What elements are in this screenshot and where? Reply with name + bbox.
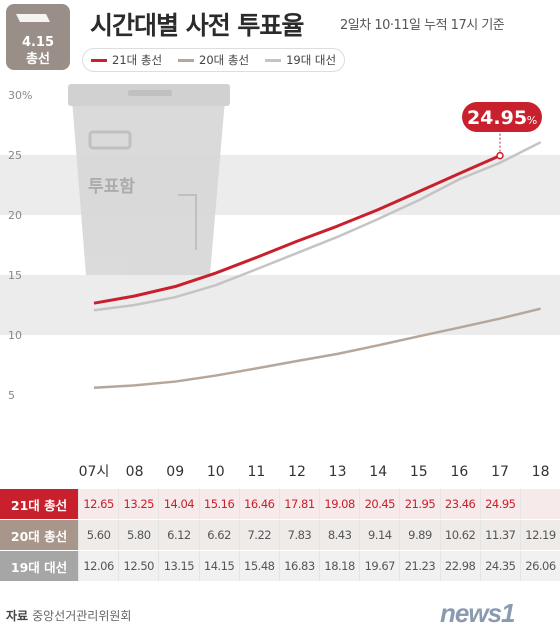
data-table: 21대 총선 12.65 13.25 14.04 15.16 16.46 17.81 19.…	[0, 489, 560, 582]
legend-swatch-20	[178, 58, 195, 62]
legend-swatch-21	[91, 58, 107, 62]
series-line-1	[93, 307, 541, 390]
table-cell: 19.67	[359, 551, 399, 581]
table-cell: 13.15	[158, 551, 198, 581]
table-cell: 11.37	[479, 520, 520, 550]
y-tick-label: 5	[8, 389, 15, 402]
table-cell: 19.08	[319, 489, 359, 519]
row-cells-21: 12.65 13.25 14.04 15.16 16.46 17.81 19.08 20.45…	[78, 489, 560, 519]
x-tick-label: 09	[166, 464, 184, 480]
table-cell: 9.14	[359, 520, 399, 550]
annotation-value: 24.95	[467, 107, 527, 129]
chart-legend: 21대 총선 20대 총선 19대 대선	[82, 48, 346, 72]
table-cell: 6.12	[158, 520, 198, 550]
data-point	[496, 151, 504, 160]
table-cell: 23.46	[439, 489, 480, 519]
table-cell: 12.19	[519, 520, 560, 550]
x-tick-label: 15	[410, 464, 428, 480]
x-tick-label: 08	[126, 464, 144, 480]
table-cell: 22.98	[439, 551, 480, 581]
table-cell: 12.06	[78, 551, 118, 581]
election-badge: 4.15 총선	[6, 4, 70, 70]
row-header-19: 19대 대선	[0, 551, 78, 581]
legend-item-19: 19대 대선	[265, 52, 336, 68]
series-line-2	[93, 141, 542, 312]
badge-line2: 총선	[26, 51, 50, 67]
legend-swatch-19	[265, 58, 282, 62]
row-cells-19: 12.06 12.50 13.15 14.15 15.48 16.83 18.18 19.67…	[78, 551, 560, 581]
line-chart: 투표함 5 10 15 20 25 30% 07시 08 09 10 11 12 13 14 15 16 17…	[0, 84, 560, 480]
x-tick-label: 10	[207, 464, 225, 480]
y-tick-label: 20	[8, 209, 22, 222]
table-cell: 6.62	[198, 520, 239, 550]
legend-label-21: 21대 총선	[112, 53, 163, 67]
table-cell: 12.50	[118, 551, 158, 581]
row-cells-20: 5.60 5.80 6.12 6.62 7.22 7.83 8.43 9.14 9.89 10.6…	[78, 520, 560, 550]
table-cell: 7.83	[278, 520, 319, 550]
x-tick-label: 17	[491, 464, 509, 480]
table-cell: 12.65	[78, 489, 118, 519]
row-header-21: 21대 총선	[0, 489, 78, 519]
legend-label-19: 19대 대선	[286, 53, 337, 67]
page-subtitle: 2일차 10·11일 누적 17시 기준	[340, 18, 505, 33]
table-cell: 5.80	[118, 520, 158, 550]
source-label: 자료	[6, 609, 29, 623]
table-cell: 18.18	[319, 551, 359, 581]
table-cell: 5.60	[78, 520, 118, 550]
table-cell: 20.45	[359, 489, 399, 519]
y-tick-label: 15	[8, 269, 22, 282]
legend-label-20: 20대 총선	[199, 53, 250, 67]
table-row-21: 21대 총선 12.65 13.25 14.04 15.16 16.46 17.81 19.…	[0, 489, 560, 520]
annotation: 24.95%	[462, 102, 542, 152]
source-text: 중앙선거관리위원회	[32, 609, 132, 623]
table-cell: 13.25	[118, 489, 158, 519]
x-tick-label: 18	[532, 464, 550, 480]
table-cell: 15.16	[198, 489, 239, 519]
badge-line1: 4.15	[22, 35, 54, 50]
y-tick-label: 30%	[8, 89, 32, 102]
table-cell: 21.95	[399, 489, 439, 519]
table-cell: 14.04	[158, 489, 198, 519]
y-axis: 5 10 15 20 25 30%	[8, 89, 32, 402]
y-tick-label: 10	[8, 329, 22, 342]
band-1	[0, 275, 560, 335]
series-lines	[93, 141, 542, 390]
table-cell: 8.43	[319, 520, 359, 550]
table-cell: 21.23	[399, 551, 439, 581]
x-tick-label: 13	[329, 464, 347, 480]
x-tick-label: 07시	[79, 464, 110, 480]
table-cell: 9.89	[399, 520, 439, 550]
source-note: 자료 중앙선거관리위원회	[6, 607, 131, 624]
annotation-unit: %	[527, 114, 537, 127]
news1-logo: news1	[440, 598, 515, 628]
table-cell: 24.95	[479, 489, 520, 519]
x-tick-label: 16	[450, 464, 468, 480]
page-title: 시간대별 사전 투표율	[90, 11, 304, 40]
x-tick-label: 12	[288, 464, 306, 480]
ballot-box-illustration: 투표함	[68, 84, 230, 275]
y-tick-label: 25	[8, 149, 22, 162]
x-tick-label: 11	[247, 464, 265, 480]
table-cell: 26.06	[519, 551, 560, 581]
table-cell: 17.81	[278, 489, 319, 519]
table-cell: 14.15	[198, 551, 239, 581]
annotation-bubble	[462, 102, 542, 132]
legend-item-20: 20대 총선	[178, 52, 249, 68]
table-cell	[519, 489, 560, 519]
table-cell: 16.83	[278, 551, 319, 581]
table-cell: 10.62	[439, 520, 480, 550]
x-tick-label: 14	[369, 464, 387, 480]
table-cell: 24.35	[479, 551, 520, 581]
table-cell: 15.48	[238, 551, 279, 581]
table-cell: 7.22	[238, 520, 279, 550]
table-cell: 16.46	[238, 489, 279, 519]
legend-item-21: 21대 총선	[91, 52, 162, 68]
ballot-box-label: 투표함	[88, 176, 135, 197]
table-row-19: 19대 대선 12.06 12.50 13.15 14.15 15.48 16.83 18.…	[0, 551, 560, 582]
table-row-20: 20대 총선 5.60 5.80 6.12 6.62 7.22 7.83 8.43 9.14 9…	[0, 520, 560, 551]
x-axis: 07시 08 09 10 11 12 13 14 15 16 17 18	[79, 464, 550, 480]
row-header-20: 20대 총선	[0, 520, 78, 550]
